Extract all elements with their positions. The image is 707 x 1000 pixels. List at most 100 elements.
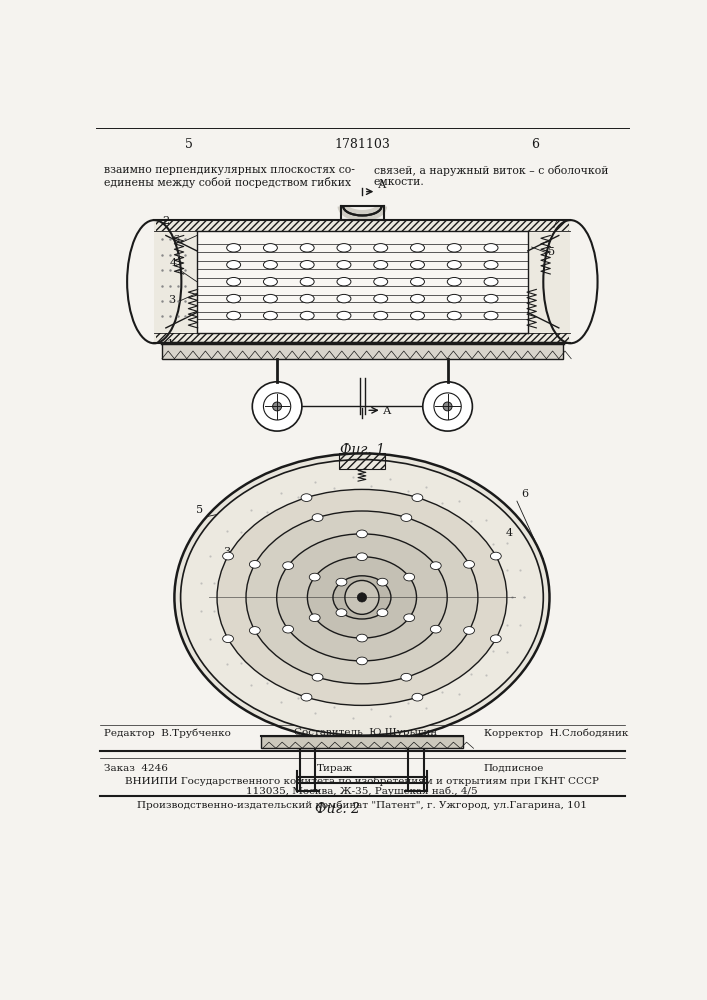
Ellipse shape — [227, 261, 240, 269]
Circle shape — [434, 393, 461, 420]
Ellipse shape — [374, 244, 387, 252]
Text: Фиг. 1: Фиг. 1 — [340, 443, 385, 457]
Ellipse shape — [309, 573, 320, 581]
Text: Заказ  4246: Заказ 4246 — [104, 764, 168, 773]
Ellipse shape — [411, 311, 424, 320]
Text: Корректор  Н.Слободяник: Корректор Н.Слободяник — [484, 728, 628, 738]
Ellipse shape — [300, 277, 314, 286]
Ellipse shape — [223, 635, 233, 643]
Ellipse shape — [484, 244, 498, 252]
Ellipse shape — [246, 511, 478, 684]
Text: 6: 6 — [173, 235, 180, 245]
Text: 2: 2 — [163, 216, 170, 226]
Ellipse shape — [356, 553, 368, 561]
Text: 1: 1 — [166, 339, 173, 349]
Ellipse shape — [217, 489, 507, 705]
Ellipse shape — [283, 562, 293, 569]
Ellipse shape — [301, 494, 312, 501]
Text: 5: 5 — [185, 138, 193, 151]
Ellipse shape — [336, 578, 347, 586]
Text: ВНИИПИ Государственного комитета по изобретениям и открытиям при ГКНТ СССР: ВНИИПИ Государственного комитета по изоб… — [125, 776, 599, 786]
Ellipse shape — [431, 562, 441, 569]
Ellipse shape — [404, 573, 414, 581]
Ellipse shape — [374, 294, 387, 303]
Circle shape — [357, 593, 367, 602]
Ellipse shape — [312, 514, 323, 521]
FancyBboxPatch shape — [162, 343, 563, 359]
Ellipse shape — [374, 311, 387, 320]
Ellipse shape — [356, 530, 368, 538]
Circle shape — [264, 393, 291, 420]
Text: Составитель  Ю.Шурыгин: Составитель Ю.Шурыгин — [293, 728, 437, 737]
Circle shape — [423, 382, 472, 431]
Ellipse shape — [180, 460, 543, 735]
Ellipse shape — [401, 514, 411, 521]
Ellipse shape — [227, 244, 240, 252]
Ellipse shape — [411, 244, 424, 252]
Ellipse shape — [464, 560, 474, 568]
Text: единены между собой посредством гибких: единены между собой посредством гибких — [104, 177, 351, 188]
Ellipse shape — [356, 634, 368, 642]
Text: 4: 4 — [506, 528, 513, 538]
Ellipse shape — [301, 693, 312, 701]
Ellipse shape — [484, 311, 498, 320]
Circle shape — [252, 382, 302, 431]
Ellipse shape — [337, 277, 351, 286]
FancyBboxPatch shape — [197, 231, 528, 333]
Ellipse shape — [491, 552, 501, 560]
Ellipse shape — [411, 277, 424, 286]
Ellipse shape — [312, 673, 323, 681]
Ellipse shape — [264, 261, 277, 269]
Ellipse shape — [356, 657, 368, 665]
Ellipse shape — [300, 294, 314, 303]
Text: А: А — [378, 180, 386, 190]
Ellipse shape — [337, 311, 351, 320]
Ellipse shape — [227, 311, 240, 320]
Text: 4: 4 — [170, 258, 177, 268]
Ellipse shape — [227, 277, 240, 286]
Ellipse shape — [448, 261, 461, 269]
Ellipse shape — [448, 277, 461, 286]
Ellipse shape — [308, 557, 416, 638]
Text: 3: 3 — [168, 295, 175, 305]
Ellipse shape — [411, 261, 424, 269]
Text: 1: 1 — [316, 651, 323, 661]
Text: 3: 3 — [223, 547, 230, 557]
Ellipse shape — [448, 244, 461, 252]
Ellipse shape — [180, 459, 544, 736]
Text: взаимно перпендикулярных плоскостях со-: взаимно перпендикулярных плоскостях со- — [104, 165, 355, 175]
Ellipse shape — [412, 693, 423, 701]
Ellipse shape — [264, 294, 277, 303]
Ellipse shape — [300, 261, 314, 269]
Ellipse shape — [374, 261, 387, 269]
Ellipse shape — [464, 627, 474, 634]
Ellipse shape — [448, 311, 461, 320]
Text: емкости.: емкости. — [373, 177, 424, 187]
Ellipse shape — [300, 244, 314, 252]
Text: 5: 5 — [548, 247, 556, 257]
Ellipse shape — [411, 294, 424, 303]
Ellipse shape — [431, 625, 441, 633]
Text: А: А — [383, 406, 392, 416]
Ellipse shape — [309, 614, 320, 622]
Text: Редактор  В.Трубченко: Редактор В.Трубченко — [104, 728, 230, 738]
Ellipse shape — [227, 294, 240, 303]
Ellipse shape — [377, 609, 388, 617]
Text: 7: 7 — [550, 220, 557, 230]
Text: 1781103: 1781103 — [334, 138, 390, 151]
Ellipse shape — [337, 244, 351, 252]
Ellipse shape — [223, 552, 233, 560]
Text: Тираж: Тираж — [317, 764, 353, 773]
Circle shape — [443, 402, 452, 411]
Ellipse shape — [412, 494, 423, 501]
Ellipse shape — [491, 635, 501, 643]
Text: Фиг. 2: Фиг. 2 — [315, 802, 361, 816]
Text: Производственно-издательский комбинат "Патент", г. Ужгород, ул.Гагарина, 101: Производственно-издательский комбинат "П… — [137, 801, 587, 810]
Ellipse shape — [374, 277, 387, 286]
Ellipse shape — [336, 609, 347, 617]
Ellipse shape — [276, 534, 448, 661]
Ellipse shape — [484, 294, 498, 303]
Ellipse shape — [283, 625, 293, 633]
Text: 6: 6 — [532, 138, 539, 151]
Ellipse shape — [250, 560, 260, 568]
